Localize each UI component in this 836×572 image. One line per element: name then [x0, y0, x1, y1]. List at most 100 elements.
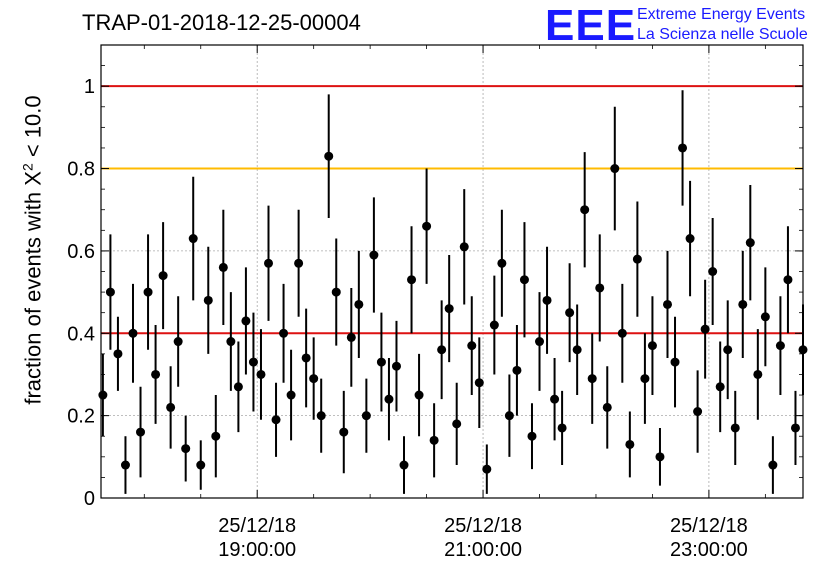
data-point — [730, 423, 740, 433]
data-point — [700, 324, 710, 334]
y-tick-label: 0.8 — [67, 159, 95, 181]
y-tick-label: 0.4 — [67, 323, 95, 345]
data-point — [271, 415, 281, 425]
data-point — [316, 411, 326, 421]
data-point — [512, 365, 522, 375]
data-point — [384, 394, 394, 404]
data-point — [301, 353, 311, 363]
x-tick-label-time: 19:00:00 — [218, 539, 296, 561]
data-point — [655, 452, 665, 462]
data-point — [444, 304, 454, 314]
data-point — [542, 295, 552, 305]
data-point — [256, 369, 266, 379]
reference-lines — [101, 85, 803, 335]
data-point — [662, 299, 672, 309]
data-point — [557, 423, 567, 433]
data-point — [196, 460, 206, 470]
data-point — [790, 423, 800, 433]
data-point — [678, 143, 688, 153]
data-point — [640, 374, 650, 384]
data-point — [105, 287, 115, 297]
data-point — [241, 316, 251, 326]
data-point — [173, 337, 183, 347]
data-point — [120, 460, 130, 470]
data-point — [361, 411, 371, 421]
data-point — [136, 427, 146, 437]
data-point — [203, 295, 213, 305]
data-point — [459, 242, 469, 252]
data-point — [693, 407, 703, 417]
logo-mark: EEE — [545, 1, 637, 50]
data-point — [264, 258, 274, 268]
data-point — [625, 439, 635, 449]
data-point — [226, 337, 236, 347]
data-point — [617, 328, 627, 338]
data-point — [188, 234, 198, 244]
axes: 00.20.40.60.8125/12/1819:00:0025/12/1821… — [67, 45, 803, 561]
data-point — [474, 378, 484, 388]
x-tick-label-date: 25/12/18 — [670, 515, 748, 537]
data-point — [339, 427, 349, 437]
data-point — [504, 411, 514, 421]
data-point — [738, 299, 748, 309]
chart-title: TRAP-01-2018-12-25-00004 — [82, 10, 361, 35]
data-point — [715, 382, 725, 392]
data-point — [166, 402, 176, 412]
data-point — [452, 419, 462, 429]
data-point — [429, 435, 439, 445]
data-point — [760, 312, 770, 322]
data-point — [723, 345, 733, 355]
data-point — [565, 308, 575, 318]
x-tick-label-time: 21:00:00 — [444, 539, 522, 561]
logo-line1: Extreme Energy Events — [637, 6, 806, 23]
data-point — [497, 258, 507, 268]
data-point — [685, 234, 695, 244]
data-point — [354, 299, 364, 309]
data-point — [331, 287, 341, 297]
data-point — [467, 341, 477, 351]
data-point — [482, 464, 492, 474]
data-point — [324, 151, 334, 161]
logo-line2: La Scienza nelle Scuole — [637, 26, 808, 43]
data-point — [391, 361, 401, 371]
data-point — [768, 460, 778, 470]
y-axis-label: fraction of events with X2 < 10.0 — [19, 95, 46, 405]
data-point — [602, 402, 612, 412]
data-point — [632, 254, 642, 264]
data-point — [128, 328, 138, 338]
data-point — [572, 345, 582, 355]
data-point — [286, 390, 296, 400]
data-point — [151, 369, 161, 379]
data-point — [745, 238, 755, 248]
data-point — [550, 394, 560, 404]
y-tick-label: 0 — [84, 488, 95, 510]
data-point — [527, 431, 537, 441]
data-point — [519, 275, 529, 285]
data-point — [783, 275, 793, 285]
data-point — [610, 164, 620, 174]
data-point — [143, 287, 153, 297]
x-tick-label-date: 25/12/18 — [218, 515, 296, 537]
y-tick-label: 1 — [84, 76, 95, 98]
data-point — [580, 205, 590, 215]
data-point — [294, 258, 304, 268]
data-point — [708, 267, 718, 276]
data-point — [414, 390, 424, 400]
y-tick-label: 0.2 — [67, 406, 95, 428]
data-point — [399, 460, 409, 470]
data-point — [407, 275, 417, 285]
data-point — [181, 444, 191, 454]
data-point — [595, 283, 605, 293]
data-point — [376, 357, 386, 367]
data-point — [158, 271, 168, 281]
data-point — [489, 320, 499, 330]
data-point — [670, 357, 680, 367]
data-point — [309, 374, 319, 384]
data-point — [535, 337, 545, 347]
eee-logo: EEE Extreme Energy Events La Scienza nel… — [545, 4, 835, 48]
data-point — [248, 357, 258, 367]
data-point — [218, 262, 228, 272]
data-point — [279, 328, 289, 338]
data-point — [422, 221, 432, 231]
